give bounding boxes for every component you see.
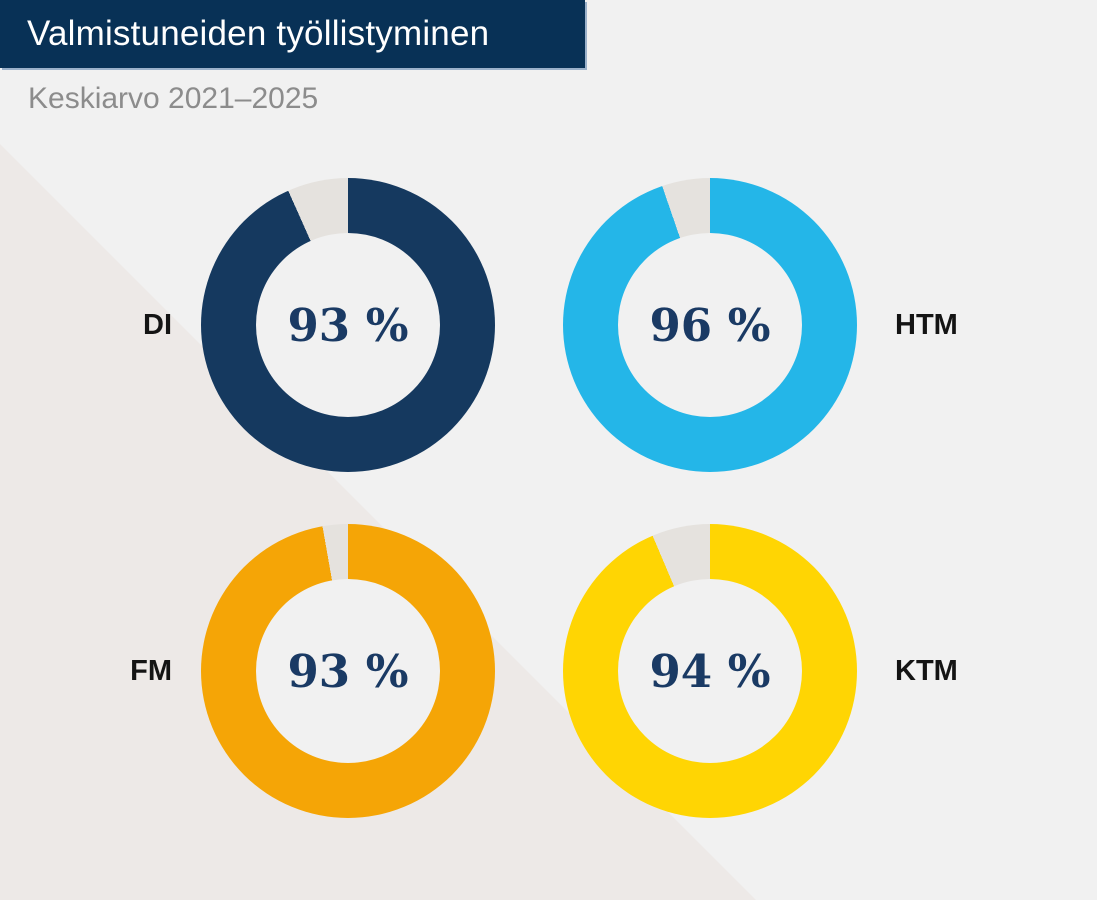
- page-title: Valmistuneiden työllistyminen: [27, 14, 490, 53]
- donut-percent-htm: 96 %: [649, 298, 771, 352]
- title-bar: Valmistuneiden työllistyminen: [0, 0, 585, 68]
- donut-percent-fm: 93 %: [287, 644, 409, 698]
- donut-hole: 94 %: [618, 579, 802, 763]
- donut-label-di: DI: [143, 309, 172, 341]
- donut-ring-htm: 96 %: [563, 178, 857, 472]
- donut-label-ktm: KTM: [895, 655, 958, 687]
- page-subtitle: Keskiarvo 2021–2025: [28, 82, 319, 115]
- donut-hole: 93 %: [256, 233, 440, 417]
- donut-ring-fm: 93 %: [201, 524, 495, 818]
- donut-label-fm: FM: [130, 655, 172, 687]
- donut-hole: 93 %: [256, 579, 440, 763]
- donut-hole: 96 %: [618, 233, 802, 417]
- donut-ring-ktm: 94 %: [563, 524, 857, 818]
- donut-percent-ktm: 94 %: [649, 644, 771, 698]
- donut-label-htm: HTM: [895, 309, 958, 341]
- donut-ring-di: 93 %: [201, 178, 495, 472]
- donut-percent-di: 93 %: [287, 298, 409, 352]
